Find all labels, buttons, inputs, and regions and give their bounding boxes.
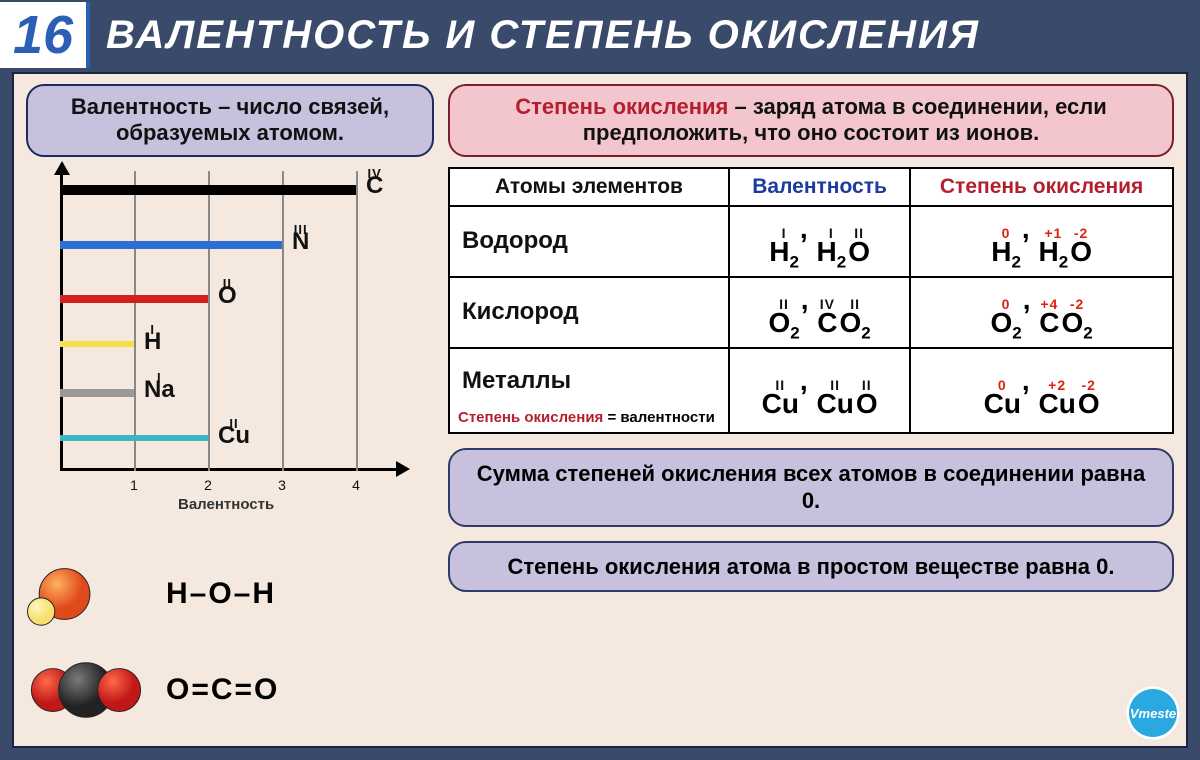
chart-gridline — [356, 171, 358, 471]
chart-gridline — [134, 171, 136, 471]
molecule-svg — [26, 555, 146, 633]
molecule-diagrams: H–O–H O=C=O — [26, 555, 434, 729]
content-area: Валентность – число связей, образуемых а… — [12, 72, 1188, 748]
element-note: Степень окисления = валентности — [458, 409, 720, 426]
chart-bar-label-Na: INa — [144, 373, 175, 399]
table-row: Металлы Степень окисления = валентности II… — [449, 348, 1173, 433]
oxidation-cell: 0O2, +4C-2O2 — [910, 277, 1173, 348]
oxidation-definition: Степень окисления – заряд атома в соедин… — [448, 84, 1174, 157]
page-title: ВАЛЕНТНОСТЬ И СТЕПЕНЬ ОКИСЛЕНИЯ — [106, 13, 980, 58]
valency-cell: IICu, IICuIIO — [729, 348, 910, 433]
chart-bar-Na — [60, 389, 134, 397]
chart-gridline — [282, 171, 284, 471]
valency-term: Валентность — [71, 94, 212, 119]
chart-bar-label-Cu: IICu — [218, 419, 250, 445]
element-name: Кислород — [458, 286, 720, 338]
chart-bar-H — [60, 341, 134, 347]
chart-x-label: Валентность — [178, 496, 274, 513]
oxidation-cell: 0Cu, +2Cu-2O — [910, 348, 1173, 433]
element-name: Водород — [458, 215, 720, 267]
chart-bar-N — [60, 241, 282, 249]
chart-bar-label-O: IIO — [218, 279, 237, 305]
molecule-formula: H–O–H — [166, 577, 276, 611]
chart-x-tick: 1 — [130, 477, 138, 493]
chart-x-tick: 2 — [204, 477, 212, 493]
molecule-svg — [26, 651, 146, 729]
molecule-formula: O=C=O — [166, 673, 279, 707]
chart-bar-Cu — [60, 435, 208, 441]
oxidation-term: Степень окисления — [515, 94, 728, 119]
chart-bar-O — [60, 295, 208, 303]
molecule-row: O=C=O — [26, 651, 434, 729]
chart-x-tick: 4 — [352, 477, 360, 493]
th-oxidation: Степень окисления — [910, 168, 1173, 206]
oxidation-cell: 0H2, +1H2-2O — [910, 206, 1173, 277]
chart-gridline — [208, 171, 210, 471]
valency-cell: IH2, IH2IIO — [729, 206, 910, 277]
chart-bar-label-C: IVC — [366, 169, 383, 195]
chart-x-tick: 3 — [278, 477, 286, 493]
rule-sum: Сумма степеней окисления всех атомов в с… — [448, 448, 1174, 527]
table-row: ВодородIH2, IH2IIO0H2, +1H2-2O — [449, 206, 1173, 277]
lesson-number: 16 — [0, 2, 90, 68]
chart-bar-C — [60, 185, 356, 195]
th-valency: Валентность — [729, 168, 910, 206]
molecule-row: H–O–H — [26, 555, 434, 633]
header: 16 ВАЛЕНТНОСТЬ И СТЕПЕНЬ ОКИСЛЕНИЯ — [0, 0, 1200, 68]
th-atoms: Атомы элементов — [449, 168, 729, 206]
valency-definition: Валентность – число связей, образуемых а… — [26, 84, 434, 157]
watermark-badge: Vmeste — [1126, 686, 1180, 740]
chart-bar-label-N: IIIN — [292, 225, 309, 251]
rule-simple: Степень окисления атома в простом вещест… — [448, 541, 1174, 593]
valency-chart: Валентность 1234IVCIIINIIOIHINaIICu — [26, 167, 434, 507]
chart-bar-label-H: IH — [144, 325, 161, 351]
valency-cell: IIO2, IVCIIO2 — [729, 277, 910, 348]
table-row: КислородIIO2, IVCIIO20O2, +4C-2O2 — [449, 277, 1173, 348]
element-name: Металлы — [458, 355, 720, 407]
elements-table: Атомы элементов Валентность Степень окис… — [448, 167, 1174, 434]
